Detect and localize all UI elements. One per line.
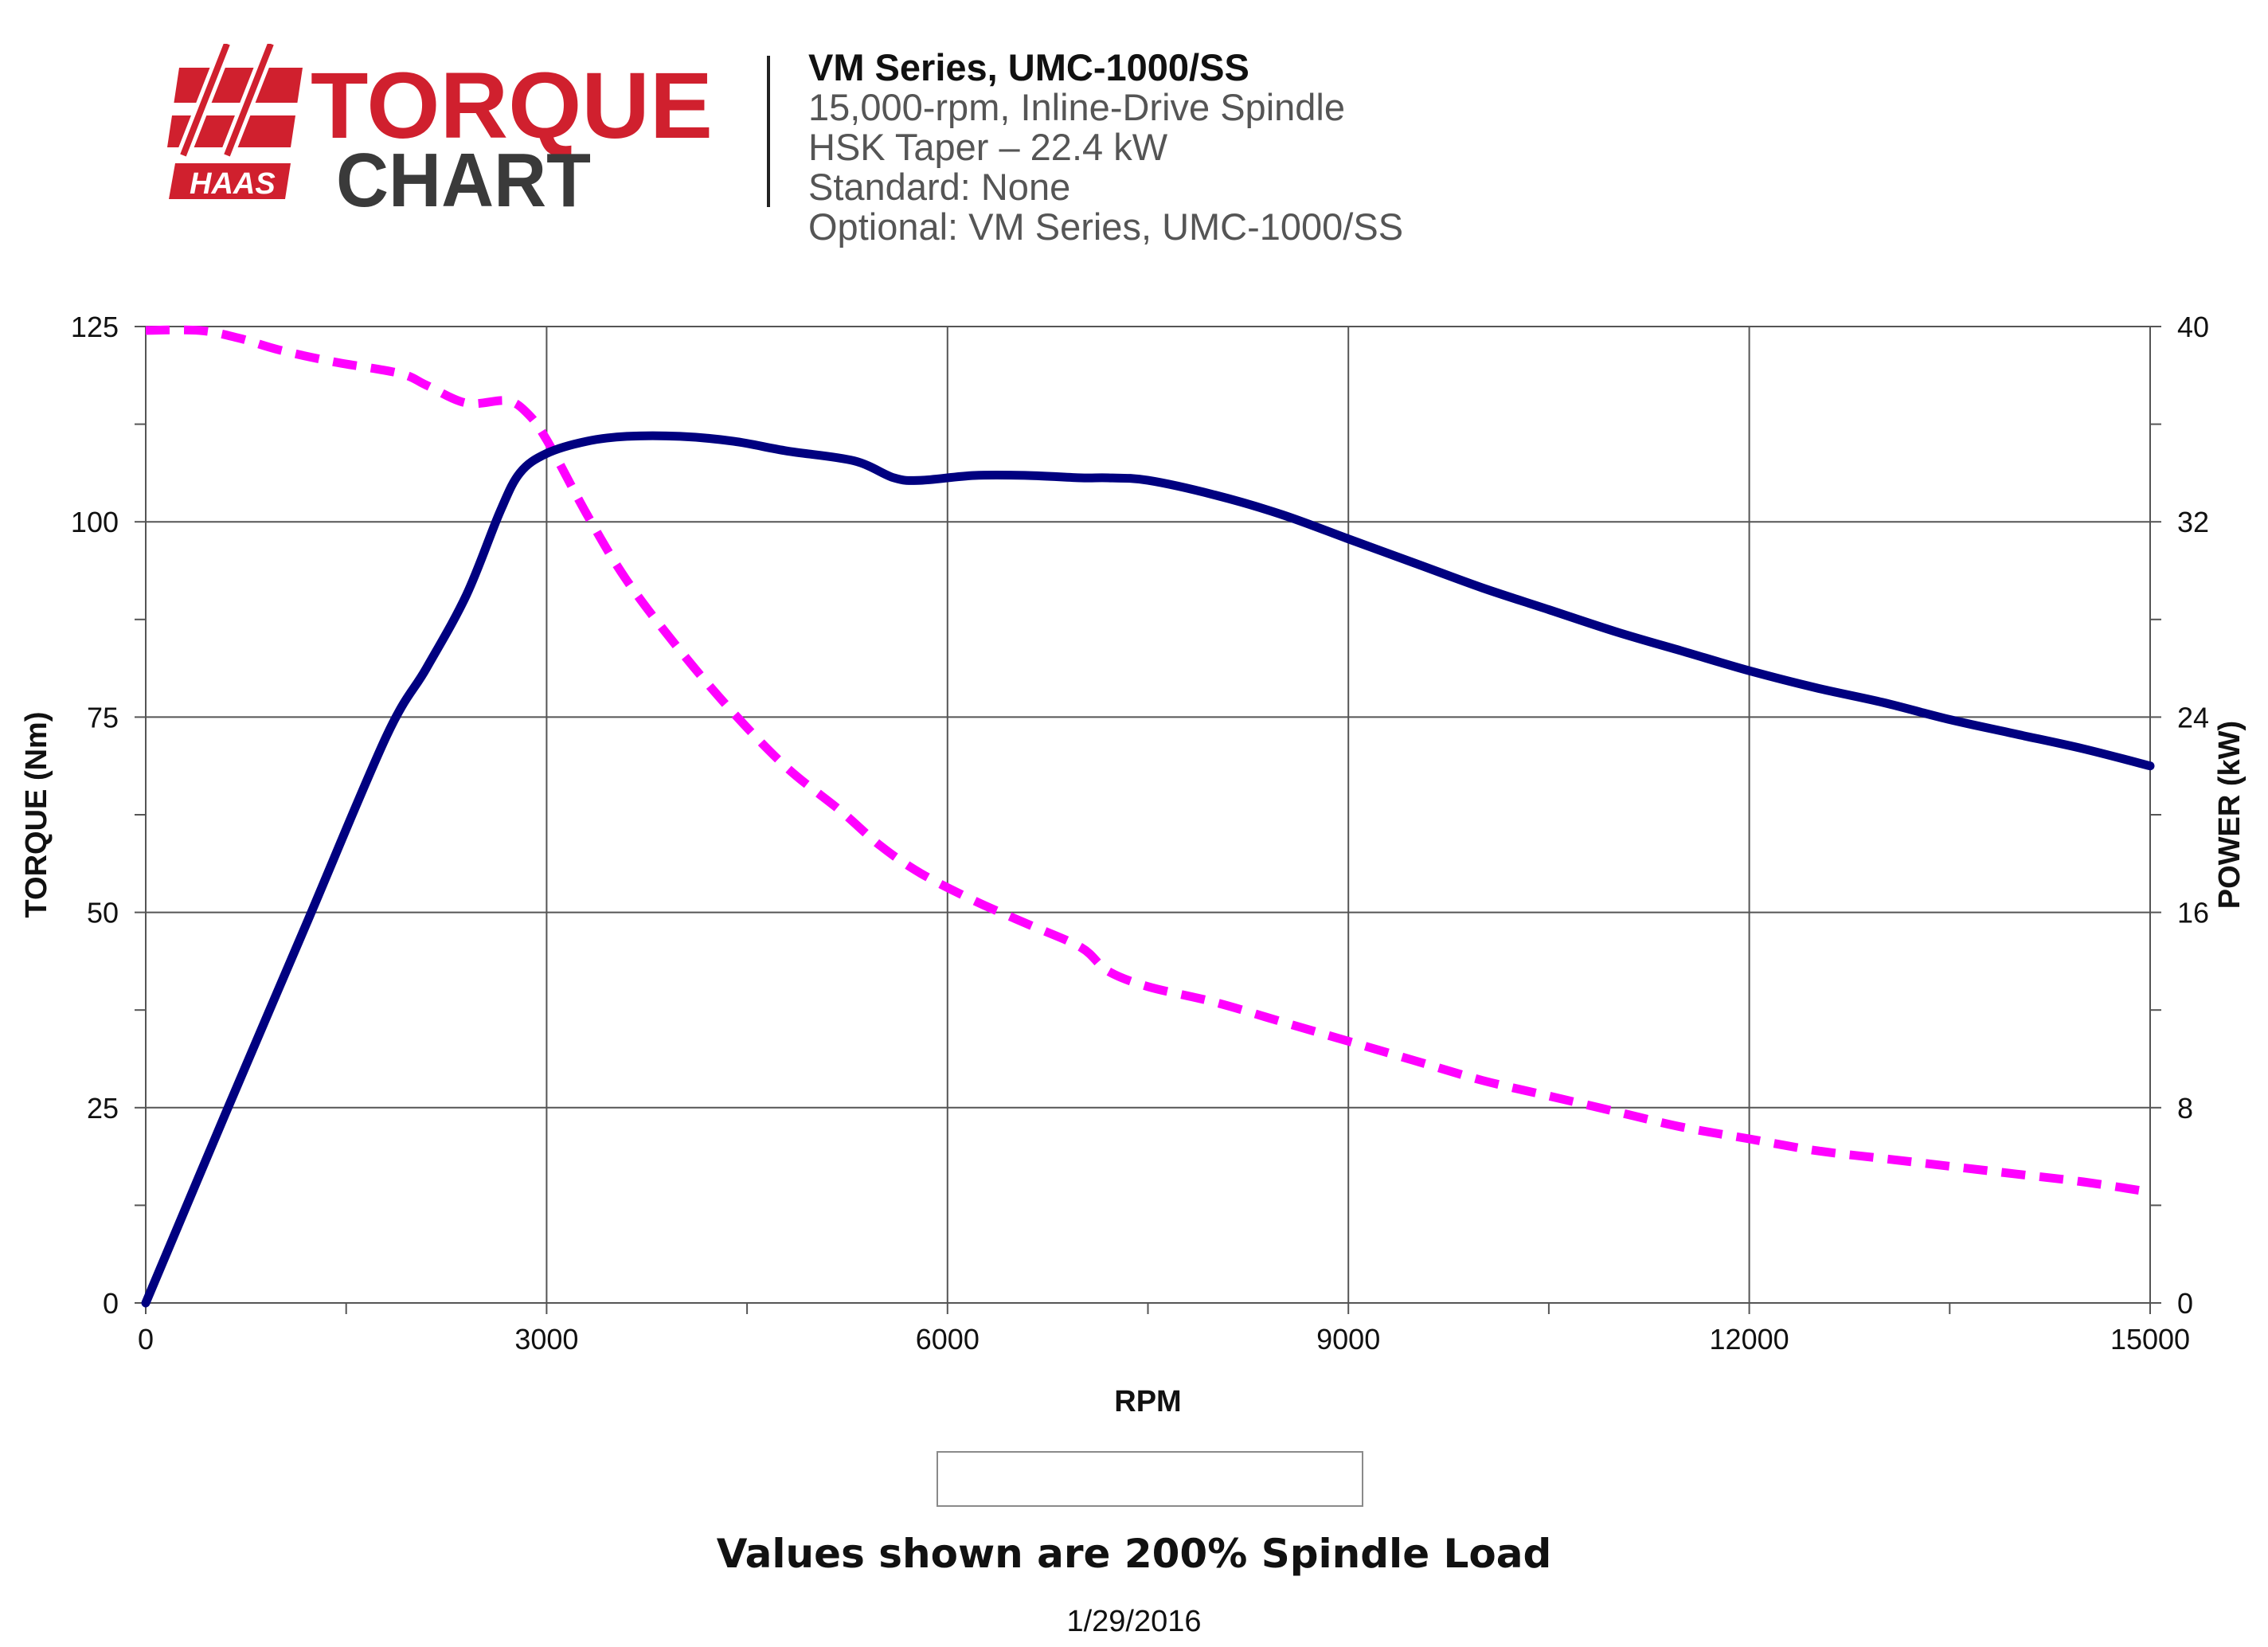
y-tick-label: 125: [71, 311, 119, 343]
x-tick-label: 6000: [916, 1323, 980, 1356]
header-line-model: VM Series, UMC-1000/SS: [808, 46, 1249, 88]
y2-tick-label: 0: [2177, 1287, 2193, 1320]
chart-date: 1/29/2016: [1066, 1605, 1202, 1638]
haas-logo-icon: HAAS TORQUE CHART: [159, 44, 713, 215]
logo-word-chart: CHART: [336, 138, 591, 215]
x-tick-label: 12000: [1710, 1323, 1789, 1356]
haas-emblem-icon: HAAS: [159, 44, 311, 201]
x-tick-label: 0: [138, 1323, 154, 1356]
y-tick-label: 25: [87, 1092, 119, 1125]
y2-tick-label: 8: [2177, 1092, 2193, 1125]
chart-header: VM Series, UMC-1000/SS 15,000-rpm, Inlin…: [808, 48, 1403, 247]
y2-tick-label: 32: [2177, 506, 2209, 538]
series-line-power: [141, 431, 2155, 1308]
y-axis-title: TORQUE (Nm): [20, 712, 53, 918]
x-axis-title: RPM: [1114, 1385, 1181, 1418]
spindle-load-note: Values shown are 200% Spindle Load: [716, 1531, 1552, 1577]
header-line-standard: Standard: None: [808, 166, 1071, 208]
y-tick-label: 0: [103, 1287, 119, 1320]
y2-tick-label: 40: [2177, 311, 2209, 343]
header-line-optional: Optional: VM Series, UMC-1000/SS: [808, 205, 1404, 248]
series-line-torque: [145, 325, 2151, 1197]
plot-area: [145, 326, 2151, 1304]
y-tick-label: 100: [71, 506, 119, 538]
header-divider: [767, 56, 770, 207]
y-tick-label: 75: [87, 701, 119, 734]
x-tick-label: 9000: [1316, 1323, 1380, 1356]
y2-tick-label: 24: [2177, 701, 2209, 734]
x-tick-label: 15000: [2110, 1323, 2190, 1356]
y-tick-label: 50: [87, 897, 119, 929]
logo-brand: HAAS: [190, 167, 276, 201]
header-line-taper: HSK Taper – 22.4 kW: [808, 126, 1168, 168]
chart-legend: [937, 1451, 1363, 1507]
x-tick-label: 3000: [514, 1323, 578, 1356]
logo-word-torque: TORQUE: [311, 53, 713, 158]
y2-axis-title: POWER (kW): [2213, 721, 2246, 909]
y2-tick-label: 16: [2177, 897, 2209, 929]
header-line-spindle: 15,000-rpm, Inline-Drive Spindle: [808, 86, 1345, 128]
